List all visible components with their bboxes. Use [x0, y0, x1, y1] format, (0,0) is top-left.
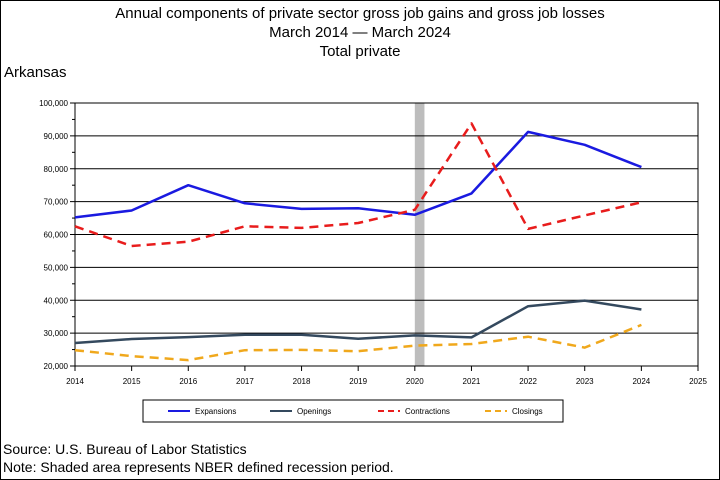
x-tick-label: 2020 [406, 377, 424, 386]
y-tick-label: 100,000 [39, 99, 68, 108]
x-tick-label: 2014 [66, 377, 84, 386]
y-tick-label: 40,000 [44, 296, 69, 305]
x-tick-label: 2025 [689, 377, 707, 386]
legend-box [142, 399, 564, 423]
chart-title: Annual components of private sector gros… [0, 4, 720, 61]
series-line-openings [74, 299, 642, 345]
y-tick-label: 90,000 [44, 132, 69, 141]
state-label: Arkansas [4, 64, 67, 81]
x-tick-label: 2015 [123, 377, 141, 386]
x-tick-label: 2021 [463, 377, 481, 386]
title-line-3: Total private [319, 43, 401, 60]
x-tick-label: 2019 [349, 377, 367, 386]
y-tick-label: 30,000 [44, 329, 69, 338]
x-tick-label: 2022 [519, 377, 537, 386]
x-tick-label: 2016 [179, 377, 197, 386]
plot-border [74, 102, 699, 367]
legend-label-contractions: Contractions [405, 407, 450, 416]
series-line-closings [74, 323, 642, 362]
legend-label-openings: Openings [297, 407, 331, 416]
series-line-expansions [74, 130, 642, 219]
y-tick-label: 50,000 [44, 263, 69, 272]
legend-label-closings: Closings [512, 407, 543, 416]
legend-label-expansions: Expansions [195, 407, 236, 416]
series-line-contractions [74, 122, 642, 248]
y-tick-label: 80,000 [44, 165, 69, 174]
title-line-2: March 2014 — March 2024 [269, 24, 451, 41]
x-tick-label: 2024 [632, 377, 650, 386]
source-note: Source: U.S. Bureau of Labor Statistics [3, 441, 247, 457]
y-tick-label: 70,000 [44, 198, 69, 207]
y-tick-label: 20,000 [44, 362, 69, 371]
x-tick-label: 2018 [293, 377, 311, 386]
title-line-1: Annual components of private sector gros… [115, 5, 605, 22]
x-tick-label: 2023 [576, 377, 594, 386]
recession-note: Note: Shaded area represents NBER define… [3, 459, 394, 475]
x-tick-label: 2017 [236, 377, 254, 386]
y-tick-label: 60,000 [44, 231, 69, 240]
